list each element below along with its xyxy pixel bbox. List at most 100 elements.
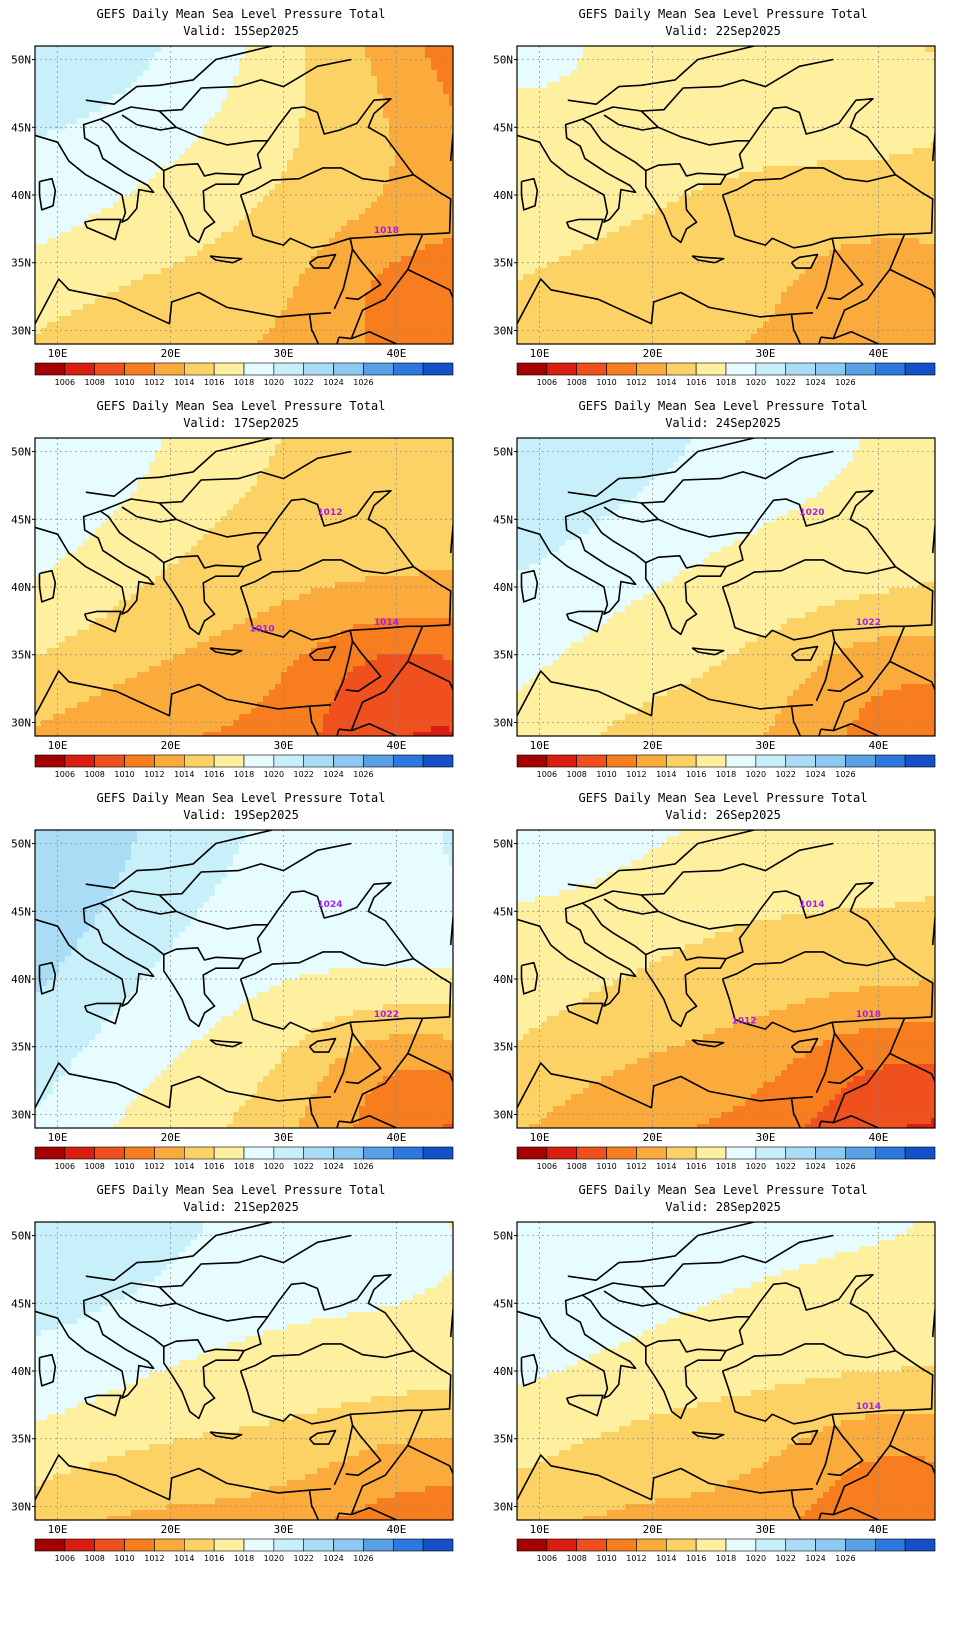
lat-tick-label: 45N xyxy=(11,513,31,526)
colorbar-tick-label: 1018 xyxy=(234,378,254,387)
colorbar-tick-label: 1014 xyxy=(174,1554,194,1563)
colorbar-tick-label: 1016 xyxy=(204,770,224,779)
colorbar-tick-label: 1008 xyxy=(567,378,587,387)
lon-tick-label: 20E xyxy=(643,347,663,360)
pressure-label: 1014 xyxy=(374,618,399,628)
lon-tick-label: 10E xyxy=(48,1523,68,1536)
colorbar-tick-label: 1014 xyxy=(174,378,194,387)
pressure-field xyxy=(35,438,453,736)
map-canvas: 1014 1012 1010 50N 45N 40N 35N 30N 10E 20E 30E 40E 1… xyxy=(11,437,454,779)
colorbar-tick-label: 1008 xyxy=(567,1554,587,1563)
lat-tick-label: 45N xyxy=(493,905,513,918)
colorbar-tick-label: 1010 xyxy=(114,1162,134,1171)
colorbar-tick-label: 1018 xyxy=(234,1554,254,1563)
lat-tick-label: 45N xyxy=(11,905,31,918)
colorbar-tick-label: 1014 xyxy=(656,770,676,779)
map-panel: GEFS Daily Mean Sea Level Pressure Total… xyxy=(0,0,482,410)
lon-tick-label: 20E xyxy=(643,1131,663,1144)
pressure-field xyxy=(517,830,935,1128)
panel-title: GEFS Daily Mean Sea Level Pressure Total xyxy=(482,790,964,806)
colorbar-tick-label: 1008 xyxy=(85,1554,105,1563)
colorbar-tick-label: 1012 xyxy=(626,1554,646,1563)
colorbar-tick-label: 1016 xyxy=(204,1554,224,1563)
colorbar-tick-label: 1016 xyxy=(686,1554,706,1563)
panel-title: GEFS Daily Mean Sea Level Pressure Total xyxy=(0,398,482,414)
colorbar-tick-label: 1012 xyxy=(144,770,164,779)
lon-tick-label: 30E xyxy=(274,739,294,752)
colorbar-tick-label: 1010 xyxy=(114,378,134,387)
colorbar-tick-label: 1020 xyxy=(746,770,766,779)
lon-tick-label: 40E xyxy=(387,1131,407,1144)
pressure-field xyxy=(517,1222,935,1520)
colorbar-tick-label: 1020 xyxy=(264,1554,284,1563)
lon-tick-label: 20E xyxy=(161,739,181,752)
lat-tick-label: 50N xyxy=(11,1230,31,1243)
lat-tick-label: 40N xyxy=(11,189,31,202)
coastlines xyxy=(517,438,935,736)
coastlines xyxy=(517,46,935,344)
colorbar-tick-label: 1012 xyxy=(626,770,646,779)
panel-title: GEFS Daily Mean Sea Level Pressure Total xyxy=(0,6,482,22)
colorbar-tick-label: 1018 xyxy=(716,378,736,387)
coastlines xyxy=(35,438,453,736)
lat-tick-label: 50N xyxy=(11,54,31,67)
lat-tick-label: 35N xyxy=(493,257,513,270)
lon-tick-label: 30E xyxy=(756,347,776,360)
colorbar: 1006 1008 1010 1012 1014 1016 1018 1020 1022 1024… xyxy=(34,1538,454,1563)
pressure-label: 1014 xyxy=(856,1402,881,1412)
panel-valid-date: Valid: 21Sep2025 xyxy=(0,1199,482,1215)
lat-tick-label: 30N xyxy=(11,1500,31,1513)
pressure-label: 1022 xyxy=(856,618,881,628)
lon-tick-label: 20E xyxy=(161,1523,181,1536)
colorbar-tick-label: 1026 xyxy=(835,378,855,387)
coastlines xyxy=(517,1222,935,1520)
colorbar: 1006 1008 1010 1012 1014 1016 1018 1020 1022 1024… xyxy=(516,754,936,779)
lon-tick-label: 20E xyxy=(643,1523,663,1536)
lon-tick-label: 20E xyxy=(643,739,663,752)
lon-tick-label: 10E xyxy=(48,347,68,360)
colorbar-tick-label: 1016 xyxy=(686,770,706,779)
coastlines xyxy=(517,830,935,1128)
lat-tick-label: 45N xyxy=(11,121,31,134)
map-panel: GEFS Daily Mean Sea Level Pressure Total… xyxy=(0,784,482,1194)
colorbar-tick-label: 1014 xyxy=(656,378,676,387)
pressure-label: 1022 xyxy=(374,1010,399,1020)
colorbar-tick-label: 1024 xyxy=(805,378,825,387)
panel-title: GEFS Daily Mean Sea Level Pressure Total xyxy=(0,790,482,806)
colorbar: 1006 1008 1010 1012 1014 1016 1018 1020 1022 1024… xyxy=(34,754,454,779)
map-panel: GEFS Daily Mean Sea Level Pressure Total… xyxy=(482,0,964,410)
lon-tick-label: 10E xyxy=(48,1131,68,1144)
lat-tick-label: 45N xyxy=(493,513,513,526)
colorbar-tick-label: 1018 xyxy=(716,770,736,779)
lat-tick-label: 35N xyxy=(493,1433,513,1446)
lon-tick-label: 40E xyxy=(869,739,889,752)
colorbar-tick-label: 1022 xyxy=(776,1162,796,1171)
colorbar-tick-label: 1026 xyxy=(353,770,373,779)
colorbar-tick-label: 1024 xyxy=(805,1162,825,1171)
colorbar-tick-label: 1026 xyxy=(835,770,855,779)
lat-tick-label: 30N xyxy=(493,1500,513,1513)
colorbar-tick-label: 1010 xyxy=(596,378,616,387)
colorbar-tick-label: 1018 xyxy=(716,1162,736,1171)
colorbar-tick-label: 1024 xyxy=(323,1554,343,1563)
panel-valid-date: Valid: 15Sep2025 xyxy=(0,23,482,39)
pressure-label: 1012 xyxy=(732,1017,757,1027)
pressure-field xyxy=(517,46,935,344)
colorbar-tick-label: 1006 xyxy=(537,1162,557,1171)
lon-tick-label: 30E xyxy=(274,1131,294,1144)
lat-tick-label: 40N xyxy=(493,1365,513,1378)
colorbar-tick-label: 1020 xyxy=(746,1554,766,1563)
colorbar-tick-label: 1020 xyxy=(264,378,284,387)
coastlines xyxy=(35,46,453,344)
colorbar-tick-label: 1026 xyxy=(353,378,373,387)
colorbar-tick-label: 1014 xyxy=(656,1554,676,1563)
lat-tick-label: 45N xyxy=(11,1297,31,1310)
colorbar-tick-label: 1024 xyxy=(805,770,825,779)
colorbar-tick-label: 1008 xyxy=(85,1162,105,1171)
colorbar-tick-label: 1010 xyxy=(596,1162,616,1171)
colorbar-tick-label: 1008 xyxy=(567,1162,587,1171)
pressure-label: 1024 xyxy=(317,900,342,910)
lat-tick-label: 40N xyxy=(11,973,31,986)
